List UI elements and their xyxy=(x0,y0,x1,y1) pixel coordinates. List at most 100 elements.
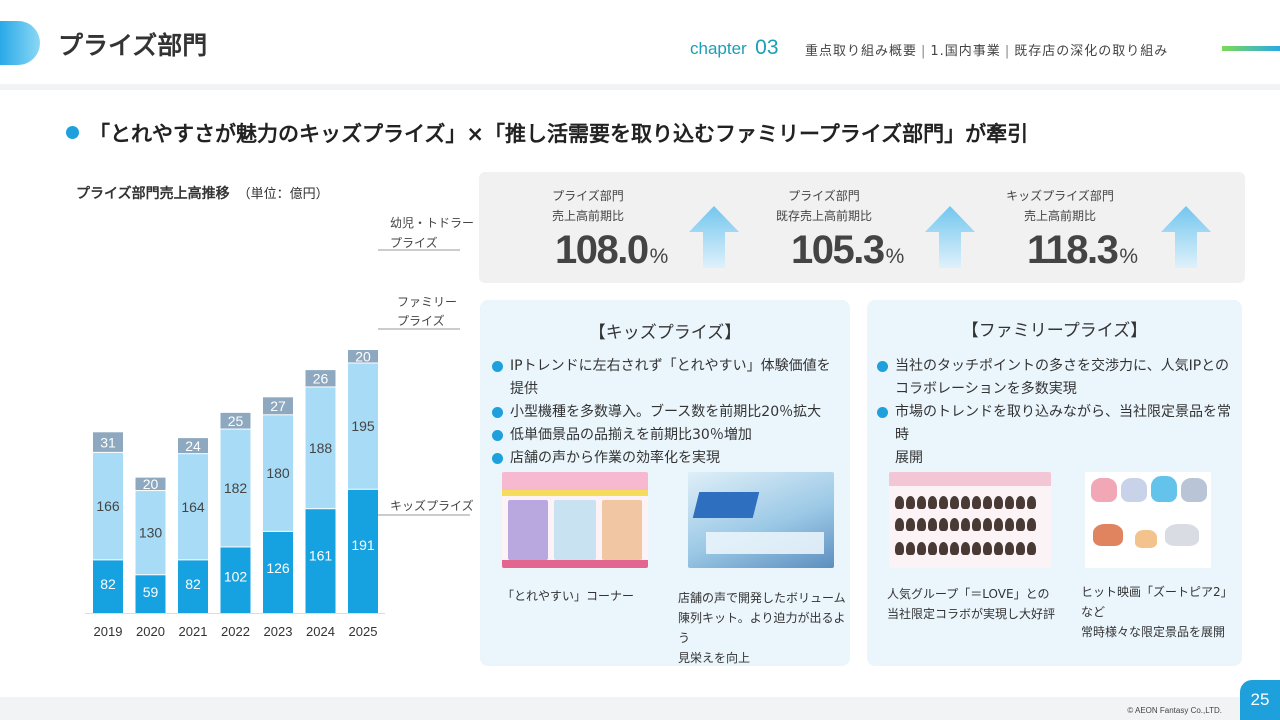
chart-unit: （単位：億円） xyxy=(237,187,329,202)
segment-divider xyxy=(93,451,123,453)
kpi-kids-prize-sales: キッズプライズ部門 売上高前期比 118.3% xyxy=(965,172,1211,283)
bar-segment xyxy=(348,489,378,613)
list-item-line: コラボレーションを多数実現 xyxy=(895,381,1077,397)
chapter-indicator: chapter 03 xyxy=(690,36,779,60)
segment-divider xyxy=(348,488,378,490)
kpi-label-line1: プライズ部門 xyxy=(552,189,624,203)
data-label: 188 xyxy=(309,440,333,456)
data-label: 161 xyxy=(309,548,333,564)
data-label: 166 xyxy=(96,498,120,514)
data-label: 20 xyxy=(143,476,159,492)
kpi-unit: % xyxy=(1119,245,1139,268)
list-item: 市場のトレンドを取り込みながら、当社限定景品を常時展開 xyxy=(877,401,1237,470)
bar-segment xyxy=(93,452,123,560)
bar-segment xyxy=(263,414,293,532)
copyright: © AEON Fantasy Co.,LTD. xyxy=(1127,706,1222,715)
kpi-number: 108.0 xyxy=(555,228,649,272)
kids-prize-card: 【キッズプライズ】 IPトレンドに左右されず「とれやすい」体験価値を提供 小型機… xyxy=(480,300,850,666)
kpi-value: 108.0% xyxy=(555,228,668,273)
segment-divider xyxy=(263,414,293,416)
data-label: 182 xyxy=(224,480,248,496)
lead-statement: 「とれやすさが魅力のキッズプライズ」×「推し活需要を取り込むファミリープライズ部… xyxy=(66,118,1028,148)
x-axis-line xyxy=(85,613,385,614)
x-tick-label: 2024 xyxy=(306,624,335,639)
up-arrow-icon xyxy=(1161,206,1211,268)
bullet-dot xyxy=(66,126,79,139)
bar-segment xyxy=(263,531,293,613)
caption-line: 陳列キット。より迫力が出るよう xyxy=(678,611,846,645)
kpi-value: 118.3% xyxy=(1027,228,1138,273)
bar-segment xyxy=(220,429,251,547)
lead-text: 「とれやすさが魅力のキッズプライズ」×「推し活需要を取り込むファミリープライズ部… xyxy=(89,122,1029,146)
kpi-label-line1: キッズプライズ部門 xyxy=(1006,189,1114,203)
data-label: 24 xyxy=(185,438,201,454)
sales-stacked-bar-chart: 8216631201959130202020821642420211021822… xyxy=(85,216,474,639)
up-arrow-icon xyxy=(689,206,739,268)
segment-divider xyxy=(178,453,208,455)
data-label: 82 xyxy=(185,576,201,592)
list-item-line: 展開 xyxy=(895,450,923,466)
kpi-unit: % xyxy=(885,245,905,268)
family-prize-card: 【ファミリープライズ】 当社のタッチポイントの多さを交渉力に、人気IPとの コラボ… xyxy=(867,300,1242,666)
breadcrumb-separator: | xyxy=(1004,44,1011,59)
kpi-prize-existing-sales: プライズ部門 既存売上高前期比 105.3% xyxy=(729,172,975,283)
bar-segment xyxy=(220,412,251,430)
data-label: 164 xyxy=(181,499,205,515)
data-label: 191 xyxy=(351,537,375,553)
legend-toddler-label: 幼児・トドラー xyxy=(390,216,474,230)
kpi-label: キッズプライズ部門 売上高前期比 xyxy=(965,186,1155,226)
kpi-label: プライズ部門 売上高前期比 xyxy=(493,186,683,226)
chart-title-text: プライズ部門売上高推移 xyxy=(76,186,230,202)
bar-segment xyxy=(135,477,166,491)
card-title: 【キッズプライズ】 xyxy=(588,323,742,343)
legend-kids-label: キッズプライズ xyxy=(390,498,474,513)
chapter-word: chapter xyxy=(690,39,747,58)
list-item-line: 当社のタッチポイントの多さを交渉力に、人気IPとの xyxy=(895,358,1230,374)
x-tick-label: 2023 xyxy=(264,624,293,639)
segment-divider xyxy=(305,508,336,510)
list-item: 低単価景品の品揃えを前期比30％増加 xyxy=(492,424,844,447)
breadcrumb-item: 既存店の深化の取り組み xyxy=(1014,44,1169,59)
list-item: 店舗の声から作業の効率化を実現 xyxy=(492,447,844,470)
page-title: プライズ部門 xyxy=(58,31,208,60)
kpi-value: 105.3% xyxy=(791,228,904,273)
caption-line: 見栄えを向上 xyxy=(678,651,751,665)
kpi-label-line2: 売上高前期比 xyxy=(551,209,624,223)
display-kit-photo xyxy=(688,472,834,568)
bar-segment xyxy=(348,350,378,363)
bar-segment xyxy=(135,574,166,613)
data-label: 20 xyxy=(355,349,371,365)
bar-segment xyxy=(305,508,336,613)
caption-line: 店舗の声で開発したボリューム xyxy=(678,591,846,605)
kpi-number: 105.3 xyxy=(791,228,885,272)
segment-divider xyxy=(135,490,166,492)
kpi-label-line1: プライズ部門 xyxy=(788,189,860,203)
data-label: 195 xyxy=(351,418,375,434)
bar-segment xyxy=(348,362,378,490)
x-tick-label: 2022 xyxy=(221,624,250,639)
legend-family-label: プライズ xyxy=(397,313,445,328)
list-item-line: 市場のトレンドを取り込みながら、当社限定景品を常時 xyxy=(895,404,1231,443)
caption-line: ヒット映画「ズートピア2」など xyxy=(1081,585,1233,619)
segment-divider xyxy=(135,574,166,576)
caption-line: 人気グループ「＝LOVE」との xyxy=(887,587,1050,601)
equal-love-collab-photo xyxy=(889,472,1051,568)
segment-divider xyxy=(178,559,208,561)
bar-segment xyxy=(305,370,336,387)
header-divider xyxy=(0,84,1280,90)
bar-segment xyxy=(178,438,208,454)
bar-segment xyxy=(93,559,123,613)
bar-segment xyxy=(178,559,208,613)
chapter-number: 03 xyxy=(755,36,779,59)
data-label: 31 xyxy=(100,434,116,450)
kpi-panel: プライズ部門 売上高前期比 108.0% プライズ部門 既存売上高前期比 105.3… xyxy=(479,172,1245,283)
caption-line: 常時様々な限定景品を展開 xyxy=(1081,625,1226,639)
x-tick-label: 2021 xyxy=(179,624,208,639)
x-tick-label: 2020 xyxy=(136,624,165,639)
list-item: 小型機種を多数導入。ブース数を前期比20％拡大 xyxy=(492,401,844,424)
x-tick-label: 2025 xyxy=(349,624,378,639)
x-tick-label: 2019 xyxy=(94,624,123,639)
bar-segment xyxy=(305,386,336,509)
family-bullet-list: 当社のタッチポイントの多さを交渉力に、人気IPとの コラボレーションを多数実現 市… xyxy=(877,355,1237,470)
bar-segment xyxy=(220,546,251,613)
